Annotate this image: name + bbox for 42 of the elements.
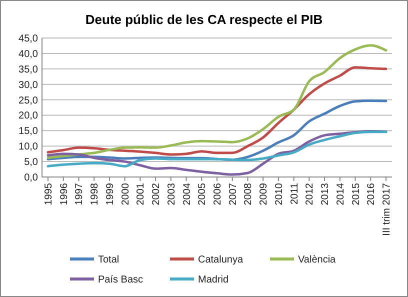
x-tick-label: 2004 [182,182,193,206]
x-tick-label: 2013 [320,182,332,206]
legend-label: València [298,254,336,266]
y-tick-label: 30,0 [18,80,38,91]
x-tick-label: 1995 [44,182,54,206]
y-tick-label: 40,0 [18,48,38,60]
legend-label: Madrid [198,274,229,286]
x-tick-label: 1998 [90,182,101,206]
y-tick-label: 45,0 [18,34,38,44]
legend-label: País Basc [98,274,144,286]
x-tick-label: 2014 [335,182,346,206]
x-tick-label: 2011 [289,182,300,205]
x-tick-label: 2009 [258,182,270,206]
chart-title: Deute públic de les CA respecte el PIB [85,12,323,27]
x-tick-label: 2015 [350,182,362,206]
x-tick-label: 2001 [136,182,147,206]
x-tick-label: 1999 [104,182,116,206]
y-tick-label: 20,0 [18,110,38,122]
legend-label: Catalunya [198,254,244,266]
y-tick-label: 15,0 [18,126,38,138]
line-series [46,44,388,160]
x-tick-label: 1996 [58,182,70,206]
x-tick-label: 2006 [212,182,224,206]
x-tick-label: 2012 [304,182,316,206]
y-tick-label: 10,0 [18,142,38,153]
y-tick-label: 25,0 [18,95,38,106]
y-tick-label: 35,0 [18,64,38,76]
x-tick-label: 2007 [228,182,239,206]
x-tick-label: 2003 [166,182,178,206]
x-tick-label: 2010 [274,182,285,206]
x-tick-label: 1997 [74,182,86,206]
line-series [46,130,388,168]
x-tick-label: 2016 [366,182,378,206]
x-tick-label: III trim 2017 [382,182,392,236]
y-tick-label: 0,0 [24,172,38,184]
legend-label: Total [98,254,120,266]
x-tick-label: 2000 [120,182,132,206]
x-tick-label: 2002 [151,182,162,206]
x-tick-label: 2008 [243,182,254,206]
line-series [46,66,388,156]
x-tick-label: 2005 [197,182,208,206]
y-tick-label: 5,0 [24,157,38,168]
